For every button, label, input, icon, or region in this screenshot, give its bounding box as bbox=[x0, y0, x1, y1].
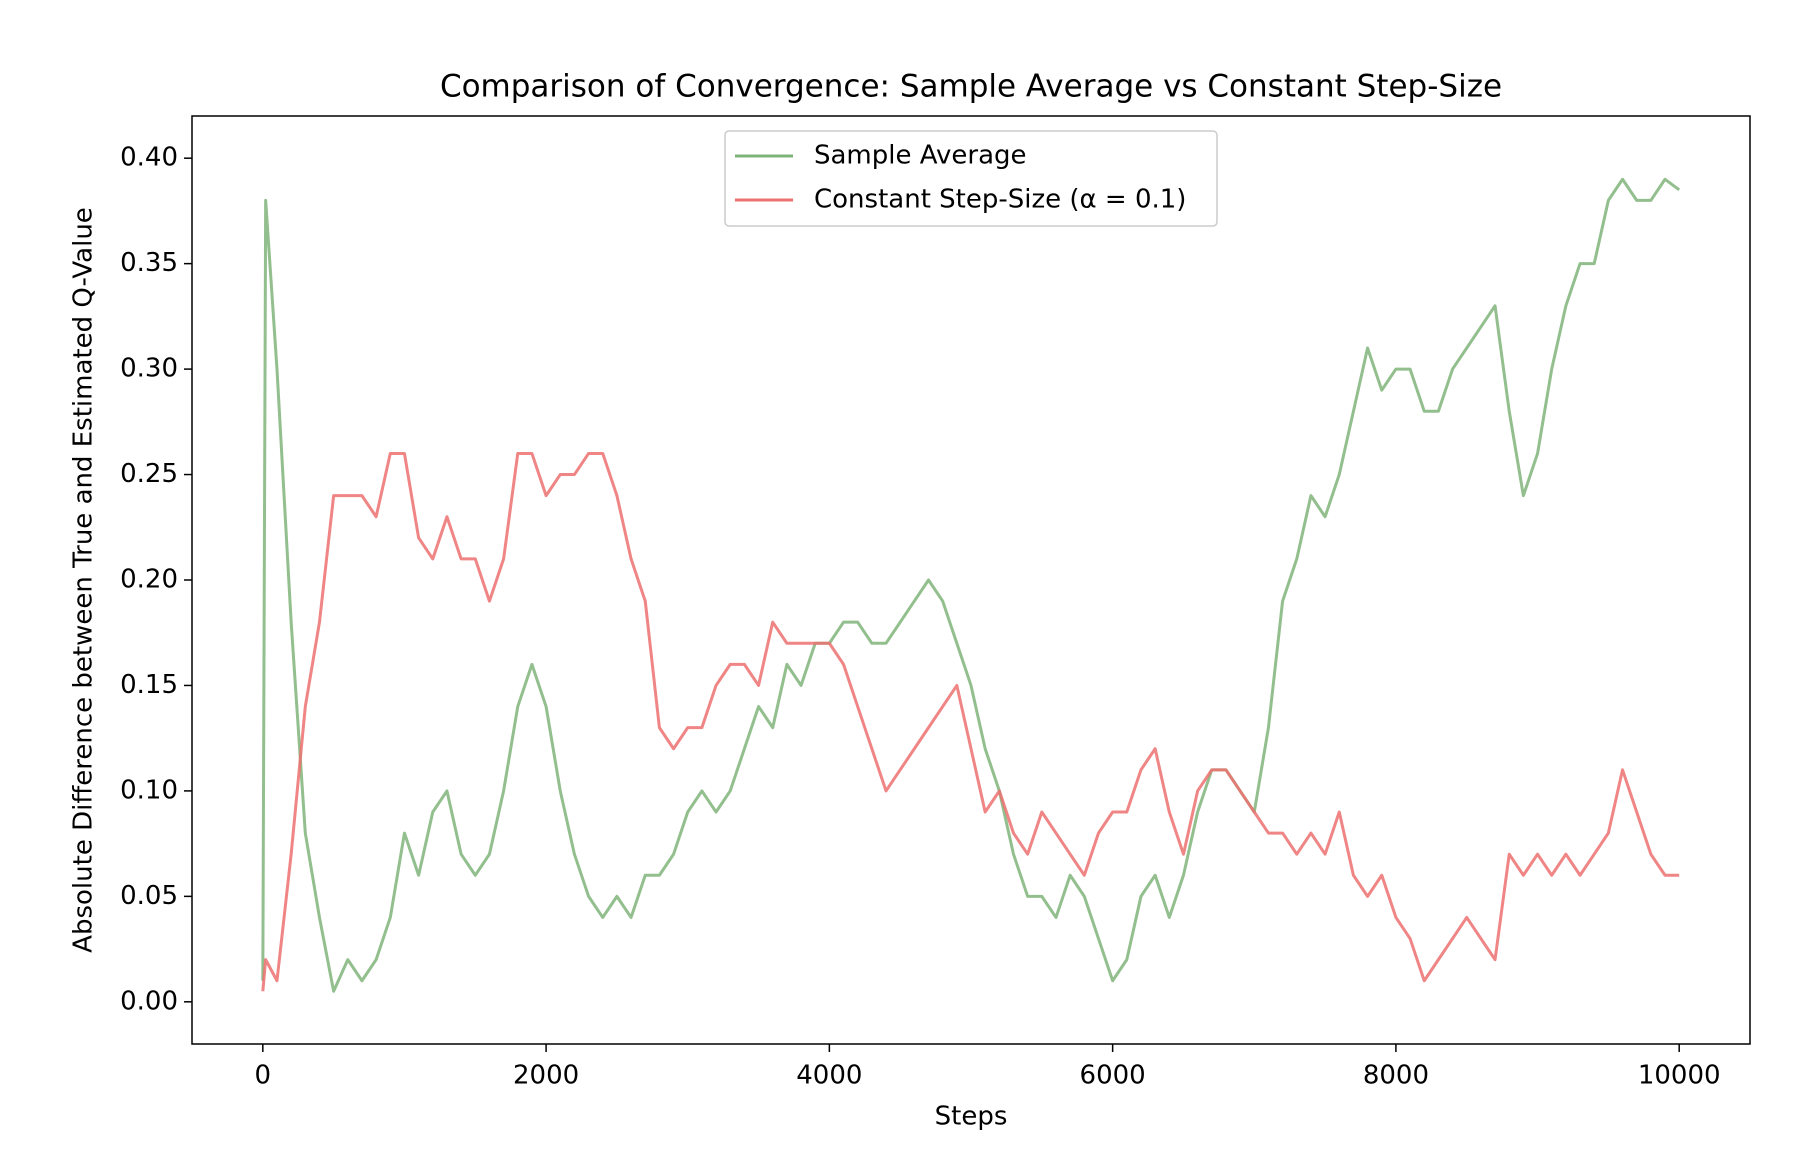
legend-box bbox=[724, 130, 1218, 227]
x-tick-label: 2000 bbox=[513, 1061, 579, 1091]
y-tick-label: 0.10 bbox=[120, 775, 178, 805]
y-tick-label: 0.35 bbox=[120, 248, 178, 278]
y-axis-label: Absolute Difference between True and Est… bbox=[69, 207, 99, 953]
x-axis-label: Steps bbox=[935, 1102, 1008, 1132]
series-line bbox=[261, 177, 1681, 993]
y-tick-label: 0.25 bbox=[120, 459, 178, 489]
plot-frame bbox=[191, 115, 1751, 1045]
y-tick-label: 0.30 bbox=[120, 354, 178, 384]
legend-label: Sample Average bbox=[814, 141, 1027, 171]
y-tick-label: 0.20 bbox=[120, 565, 178, 595]
y-tick-label: 0.15 bbox=[120, 670, 178, 700]
y-tick-label: 0.00 bbox=[120, 986, 178, 1016]
series-line bbox=[261, 451, 1680, 992]
y-tick-label: 0.05 bbox=[120, 881, 178, 911]
x-tick-label: 8000 bbox=[1363, 1061, 1429, 1091]
x-tick-label: 4000 bbox=[796, 1061, 862, 1091]
x-tick-label: 10000 bbox=[1638, 1061, 1721, 1091]
y-tick-label: 0.40 bbox=[120, 143, 178, 173]
chart-title: Comparison of Convergence: Sample Averag… bbox=[440, 69, 1502, 105]
legend-label: Constant Step-Size (α = 0.1) bbox=[814, 185, 1186, 215]
x-tick-label: 0 bbox=[255, 1061, 272, 1091]
x-tick-label: 6000 bbox=[1080, 1061, 1146, 1091]
